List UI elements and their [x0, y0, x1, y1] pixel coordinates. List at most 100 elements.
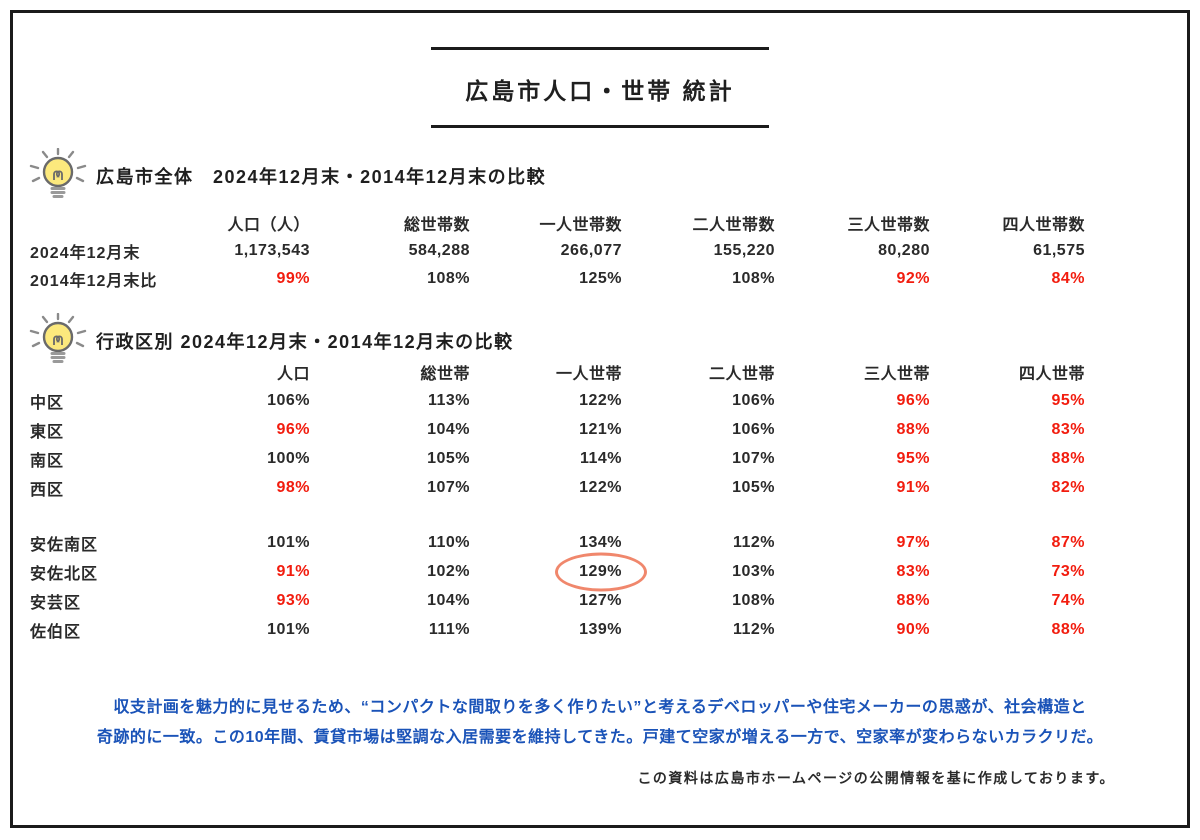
cell-value: 96% — [896, 391, 930, 409]
row-label: 2014年12月末比 — [30, 273, 158, 290]
table-cell: 74% — [930, 592, 1085, 610]
table-cell: 134% — [470, 534, 622, 552]
cell-value: 112% — [732, 620, 775, 638]
cell-value: 112% — [732, 533, 775, 551]
table-cell: 88% — [775, 592, 930, 610]
row-label: 南区 — [30, 452, 65, 470]
lightbulb-icon — [29, 148, 87, 198]
cell-value: 80,280 — [878, 242, 930, 259]
cell-value: 93% — [276, 591, 310, 609]
circled-cell-value: 129% — [579, 562, 622, 580]
column-header: 総世帯 — [420, 365, 470, 383]
section-heading-by-ward: 行政区別 2024年12月末・2014年12月末の比較 — [28, 313, 514, 369]
table-cell: 125% — [470, 270, 622, 288]
cell-value: 134% — [579, 533, 622, 551]
table-row: 中区 106% 113% 122% 106% 96% 95% — [30, 386, 1085, 415]
table-row: 2014年12月末比 99% 108% 125% 108% 92% 84% — [30, 265, 1085, 293]
column-header: 四人世帯 — [1018, 365, 1085, 383]
row-label: 2024年12月末 — [30, 245, 141, 262]
table-cell: 93% — [200, 592, 310, 610]
table-cell: 122% — [470, 392, 622, 410]
commentary-line-2: 奇跡的に一致。この10年間、賃貸市場は堅調な入居需要を維持してきた。戸建て空家が… — [96, 729, 1104, 746]
table-cell: 584,288 — [310, 242, 470, 260]
table-cell: 73% — [930, 563, 1085, 581]
cell-value: 88% — [1051, 449, 1085, 467]
cell-value: 108% — [427, 270, 470, 287]
table-row: 安佐北区 91% 102% 129% 103% 83% 73% — [30, 557, 1085, 586]
cell-value: 103% — [732, 562, 775, 580]
table-row: 安佐南区 101% 110% 134% 112% 97% 87% — [30, 528, 1085, 557]
commentary-line-1: 収支計画を魅力的に見せるため、“コンパクトな間取りを多く作りたい”と考えるデベロ… — [113, 699, 1087, 716]
row-label: 安佐北区 — [30, 565, 99, 583]
cell-value: 1,173,543 — [234, 242, 310, 259]
table-cell: 101% — [200, 621, 310, 639]
cell-value: 91% — [896, 478, 930, 496]
cell-value: 106% — [732, 420, 775, 438]
table-row: 西区 98% 107% 122% 105% 91% 82% — [30, 473, 1085, 502]
cell-value: 74% — [1051, 591, 1085, 609]
cell-value: 100% — [267, 449, 310, 467]
table-cell: 61,575 — [930, 242, 1085, 260]
table-cell: 102% — [310, 563, 470, 581]
cell-value: 84% — [1051, 270, 1085, 287]
table-header-row: 人口 総世帯 一人世帯 二人世帯 三人世帯 四人世帯 — [30, 357, 1085, 386]
cell-value: 88% — [896, 591, 930, 609]
cell-value: 121% — [579, 420, 622, 438]
table-cell: 110% — [310, 534, 470, 552]
table-cell: 104% — [310, 421, 470, 439]
ward-comparison-table: 人口 総世帯 一人世帯 二人世帯 三人世帯 四人世帯 中区 106% 113% 122% 106% 9… — [30, 357, 1085, 644]
cell-value: 106% — [732, 391, 775, 409]
row-label: 中区 — [30, 394, 65, 412]
column-header: 二人世帯 — [708, 365, 775, 383]
table-cell: 80,280 — [775, 242, 930, 260]
cell-value: 97% — [896, 533, 930, 551]
table-cell: 83% — [930, 421, 1085, 439]
cell-value: 101% — [267, 533, 310, 551]
row-label: 西区 — [30, 481, 65, 499]
cell-value: 83% — [896, 562, 930, 580]
table-cell: 88% — [930, 621, 1085, 639]
column-header: 一人世帯 — [555, 365, 622, 383]
cell-value: 106% — [267, 391, 310, 409]
table-cell: 266,077 — [470, 242, 622, 260]
column-header: 三人世帯 — [863, 365, 930, 383]
cell-value: 107% — [732, 449, 775, 467]
table-cell: 88% — [775, 421, 930, 439]
table-row: 安芸区 93% 104% 127% 108% 88% 74% — [30, 586, 1085, 615]
table-header-row: 人口（人） 総世帯数 一人世帯数 二人世帯数 三人世帯数 四人世帯数 — [30, 209, 1085, 237]
cell-value: 104% — [427, 420, 470, 438]
table-cell: 82% — [930, 479, 1085, 497]
table-cell: 104% — [310, 592, 470, 610]
table-cell: 114% — [470, 450, 622, 468]
table-cell: 107% — [622, 450, 775, 468]
table-cell: 139% — [470, 621, 622, 639]
cell-value: 127% — [579, 591, 622, 609]
table-cell: 95% — [775, 450, 930, 468]
section-heading-text: 行政区別 2024年12月末・2014年12月末の比較 — [96, 332, 514, 352]
table-cell: 121% — [470, 421, 622, 439]
row-label: 安芸区 — [30, 594, 82, 612]
cell-value: 87% — [1051, 533, 1085, 551]
cell-value: 125% — [579, 270, 622, 287]
column-header: 二人世帯数 — [692, 217, 775, 234]
cell-value: 266,077 — [560, 242, 622, 259]
table-cell: 91% — [200, 563, 310, 581]
cell-value: 122% — [579, 478, 622, 496]
column-header: 三人世帯数 — [847, 217, 930, 234]
cell-value: 96% — [276, 420, 310, 438]
table-cell: 113% — [310, 392, 470, 410]
cell-value: 104% — [427, 591, 470, 609]
table-cell: 106% — [622, 392, 775, 410]
cell-value: 92% — [896, 270, 930, 287]
cell-value: 61,575 — [1033, 242, 1085, 259]
table-cell: 111% — [310, 621, 470, 639]
column-header: 四人世帯数 — [1002, 217, 1085, 234]
column-header: 一人世帯数 — [539, 217, 622, 234]
table-cell: 103% — [622, 563, 775, 581]
table-cell: 108% — [310, 270, 470, 288]
table-cell: 105% — [622, 479, 775, 497]
page-title: 広島市人口・世帯 統計 — [465, 78, 735, 104]
table-cell: 100% — [200, 450, 310, 468]
column-header: 人口 — [276, 365, 310, 383]
cell-value: 88% — [1051, 620, 1085, 638]
